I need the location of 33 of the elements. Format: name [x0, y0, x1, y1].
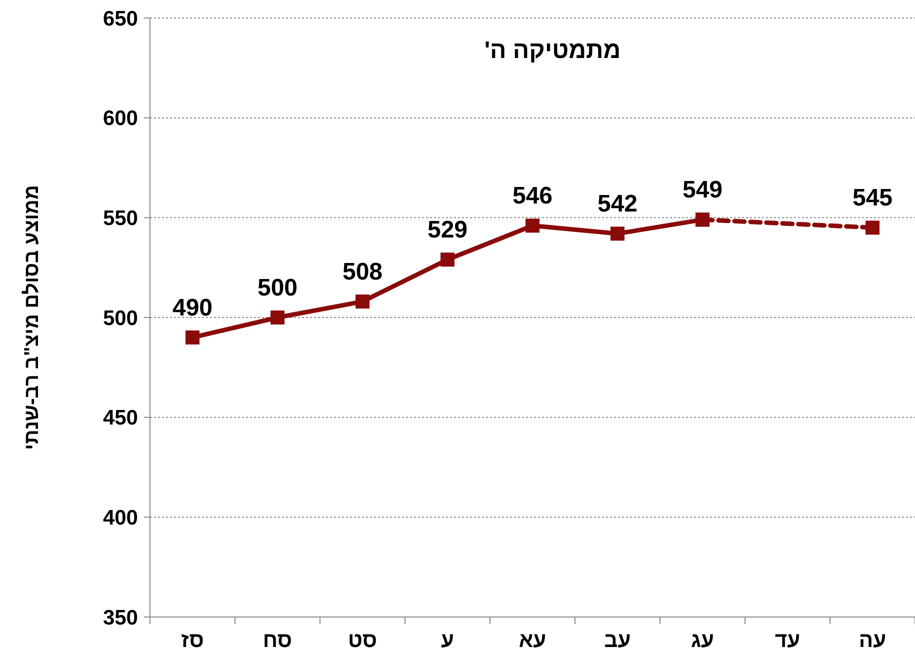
point	[270, 310, 284, 324]
y-tick-label: 400	[102, 506, 138, 530]
text: מתמטיקה ה'	[484, 37, 621, 64]
y-tick-label: 500	[102, 306, 138, 330]
y-tick-label: 350	[102, 606, 138, 630]
y-tick-label: 600	[102, 107, 138, 130]
data-label: 529	[427, 216, 468, 244]
point	[610, 226, 624, 241]
data-label: 549	[682, 176, 723, 204]
x-tick-label: סח	[262, 629, 292, 652]
x-tick-label: סט	[348, 629, 378, 652]
point	[526, 218, 540, 233]
x-tick-label: עד	[774, 629, 800, 652]
point	[866, 220, 880, 235]
x-tick-label: עה	[858, 629, 886, 652]
y-tick-label: 450	[102, 406, 138, 430]
data-label: 546	[512, 182, 553, 210]
data-label: 490	[172, 294, 213, 322]
point	[186, 330, 200, 344]
x-tick-label: עג	[690, 629, 714, 652]
data-label: 500	[257, 274, 298, 302]
data-label: 545	[852, 184, 893, 212]
data-label: 542	[597, 190, 638, 218]
x-tick-label: עא	[518, 629, 546, 652]
y-axis-title: ממוצע בסולם מיצ"ב רב-שנתי	[21, 184, 43, 450]
point	[356, 294, 370, 309]
point	[440, 252, 454, 267]
y-tick-label: 550	[102, 207, 138, 230]
x-tick-label: ע	[441, 629, 454, 652]
data-label: 508	[342, 258, 383, 286]
x-tick-label: עב	[604, 629, 631, 652]
y-tick-label: 650	[102, 7, 138, 30]
x-tick-label: סז	[181, 629, 204, 652]
